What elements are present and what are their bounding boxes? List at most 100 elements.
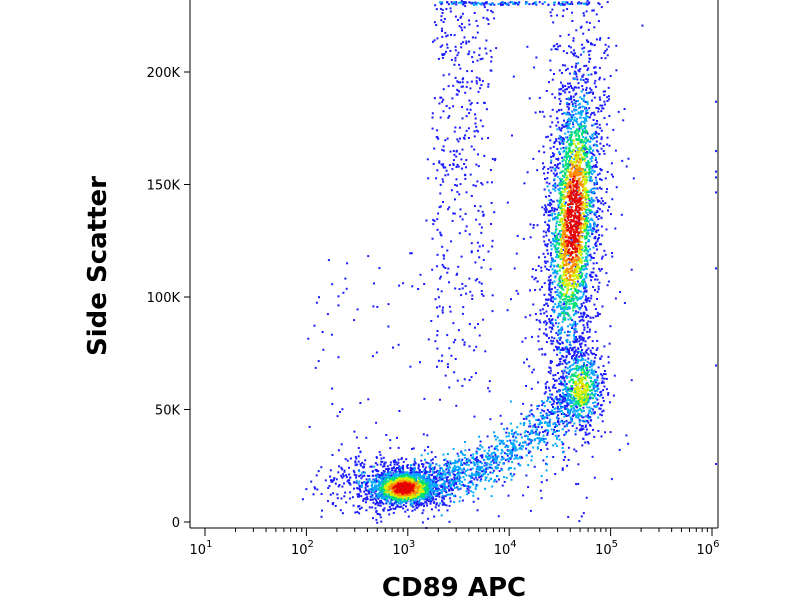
- scatter-point: [475, 462, 478, 465]
- scatter-point: [568, 361, 571, 364]
- scatter-point: [339, 509, 342, 512]
- scatter-point: [368, 488, 371, 491]
- scatter-point: [573, 322, 576, 325]
- scatter-point: [461, 282, 464, 285]
- scatter-point: [454, 495, 457, 498]
- scatter-point: [561, 406, 564, 409]
- scatter-point: [568, 299, 571, 302]
- scatter-point: [546, 381, 549, 383]
- scatter-point: [541, 206, 544, 209]
- scatter-point: [418, 473, 421, 476]
- scatter-point: [577, 297, 580, 300]
- scatter-point: [554, 182, 557, 185]
- scatter-point: [465, 159, 468, 161]
- scatter-point: [427, 471, 430, 474]
- scatter-point: [594, 385, 597, 388]
- scatter-point: [592, 246, 595, 249]
- scatter-point: [398, 465, 401, 468]
- scatter-point: [545, 298, 547, 301]
- scatter-point: [560, 409, 563, 412]
- scatter-point: [550, 155, 553, 158]
- scatter-point: [592, 393, 595, 396]
- scatter-point: [442, 483, 445, 486]
- scatter-point: [476, 31, 479, 34]
- scatter-point: [489, 169, 492, 171]
- scatter-point: [565, 113, 568, 116]
- scatter-point: [544, 437, 547, 440]
- scatter-point: [546, 223, 549, 226]
- scatter-point: [584, 305, 587, 308]
- scatter-point: [353, 487, 355, 490]
- scatter-point: [453, 477, 456, 480]
- scatter-point: [436, 469, 439, 472]
- scatter-point: [400, 466, 403, 469]
- scatter-point: [478, 256, 481, 259]
- scatter-point: [405, 458, 408, 461]
- scatter-point: [575, 283, 578, 286]
- scatter-point: [507, 449, 509, 452]
- scatter-point: [597, 218, 600, 221]
- scatter-point: [600, 169, 603, 172]
- scatter-point: [578, 340, 581, 343]
- scatter-point: [389, 470, 392, 473]
- scatter-point: [538, 431, 541, 434]
- scatter-point: [346, 262, 349, 265]
- scatter-point: [545, 385, 548, 388]
- scatter-point: [381, 489, 383, 492]
- scatter-point: [441, 496, 444, 499]
- scatter-point: [594, 71, 597, 74]
- scatter-point: [344, 277, 347, 280]
- scatter-point: [567, 86, 570, 89]
- scatter-point: [498, 443, 501, 445]
- scatter-point: [534, 423, 537, 426]
- scatter-point: [564, 64, 567, 67]
- scatter-point: [482, 259, 485, 261]
- scatter-point: [557, 414, 560, 417]
- scatter-point: [476, 180, 479, 183]
- scatter-point: [513, 473, 516, 476]
- scatter-point: [441, 56, 444, 59]
- scatter-point: [561, 399, 564, 402]
- scatter-point: [582, 353, 585, 356]
- scatter-point: [573, 367, 576, 370]
- scatter-point: [582, 79, 585, 82]
- scatter-point: [437, 137, 440, 140]
- scatter-point: [536, 405, 539, 408]
- scatter-point: [364, 497, 367, 500]
- scatter-point: [498, 439, 501, 442]
- scatter-point: [597, 132, 600, 135]
- scatter-point: [557, 121, 560, 124]
- scatter-point: [593, 199, 596, 202]
- scatter-point: [568, 399, 571, 402]
- scatter-point: [548, 289, 551, 292]
- scatter-point: [581, 427, 584, 430]
- scatter-point: [589, 91, 592, 94]
- scatter-point: [587, 225, 590, 228]
- scatter-point: [573, 312, 576, 315]
- scatter-point: [411, 509, 414, 512]
- scatter-point: [528, 442, 531, 445]
- scatter-point: [600, 187, 603, 190]
- scatter-point: [443, 480, 446, 483]
- scatter-point: [460, 464, 462, 467]
- scatter-point: [429, 487, 432, 490]
- scatter-point: [543, 293, 546, 296]
- scatter-point: [398, 284, 401, 287]
- scatter-point: [453, 462, 456, 465]
- scatter-point: [533, 465, 536, 468]
- scatter-point: [488, 457, 491, 460]
- scatter-point: [390, 474, 393, 477]
- scatter-point: [445, 472, 448, 475]
- scatter-point: [469, 108, 472, 111]
- scatter-point: [564, 311, 567, 314]
- scatter-point: [516, 426, 519, 429]
- scatter-point: [566, 101, 568, 104]
- scatter-point: [553, 44, 556, 47]
- scatter-point: [557, 372, 559, 374]
- scatter-point: [449, 493, 452, 496]
- scatter-point: [545, 334, 548, 337]
- scatter-point: [547, 304, 549, 307]
- scatter-point: [543, 410, 546, 413]
- scatter-point: [551, 328, 554, 331]
- scatter-point: [470, 376, 473, 379]
